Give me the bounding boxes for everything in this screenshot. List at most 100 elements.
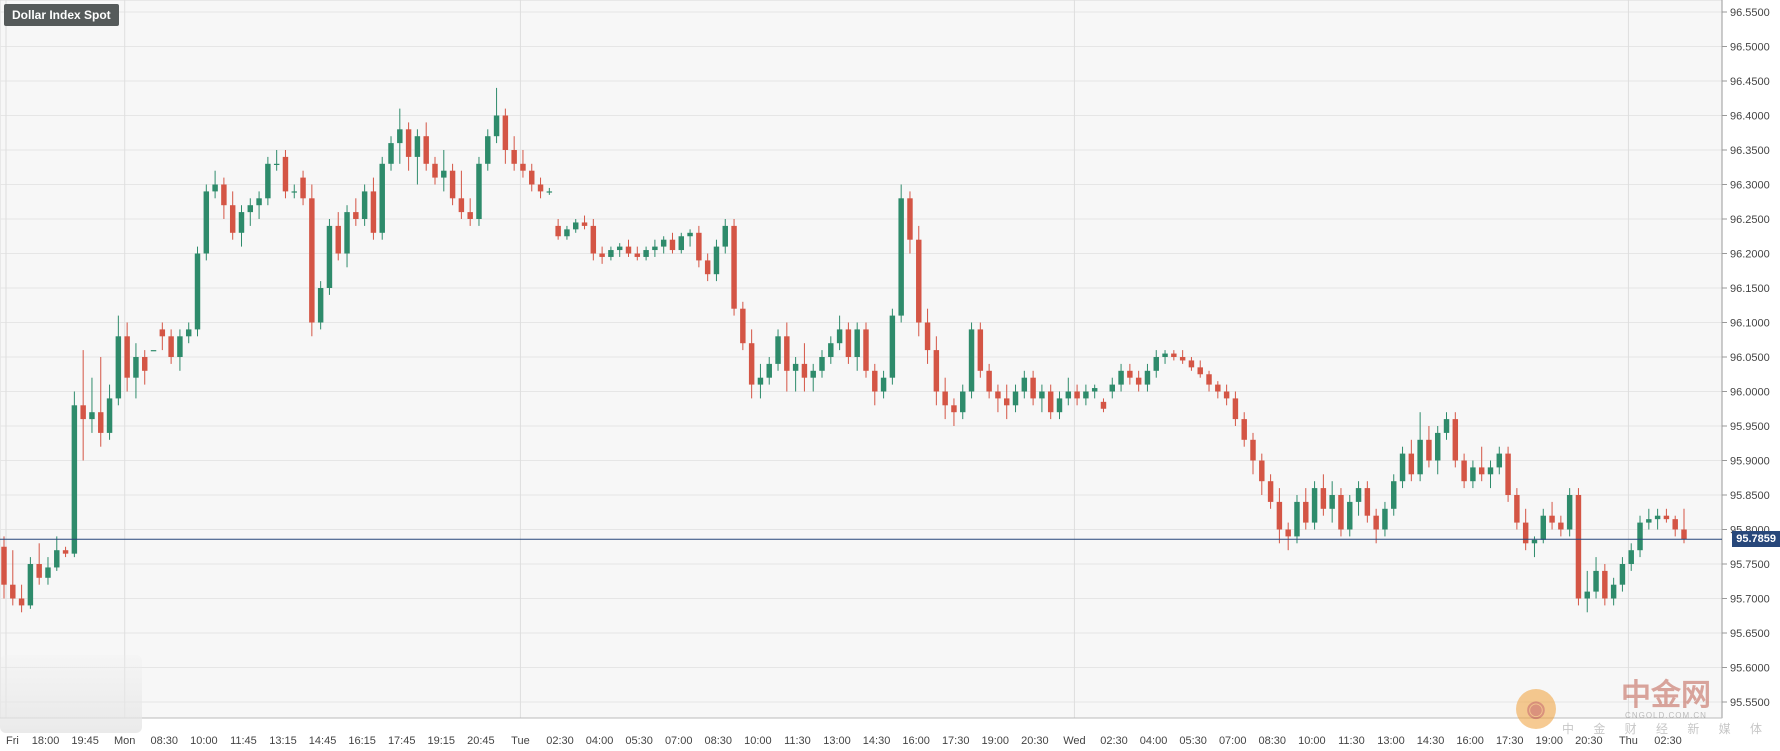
candle-body (960, 391, 966, 413)
candle (247, 198, 254, 226)
candle-body (1443, 419, 1450, 433)
candle (766, 357, 772, 385)
candle (221, 177, 227, 219)
x-tick-label: 02:30 (546, 735, 574, 747)
candle-body (740, 308, 746, 344)
candle-body (203, 191, 210, 254)
candle-body (986, 370, 992, 392)
candle (907, 191, 913, 254)
candle (458, 170, 465, 219)
candle (713, 239, 720, 282)
candle (1144, 363, 1151, 392)
candle-body (828, 343, 834, 357)
candle-body (1593, 570, 1599, 592)
candle (616, 243, 623, 257)
candle (1593, 557, 1599, 599)
y-tick-label: 95.7500 (1730, 559, 1770, 571)
candle (238, 205, 245, 247)
candle (1470, 460, 1476, 489)
candle (669, 232, 676, 254)
candle (335, 212, 341, 261)
x-tick-label: 14:45 (309, 735, 337, 747)
candle (36, 543, 42, 585)
candle (581, 215, 588, 230)
candle-body (590, 225, 597, 254)
candle-body (1399, 453, 1406, 482)
candle (1426, 426, 1432, 468)
candle (1109, 377, 1115, 399)
candle-body (291, 191, 297, 193)
candle (229, 191, 236, 240)
candle (828, 336, 834, 364)
candle-body (1303, 501, 1309, 523)
chart-title: Dollar Index Spot (4, 4, 119, 26)
candle (1030, 370, 1036, 406)
candle-body (546, 191, 553, 193)
x-tick-label: Thu (1619, 735, 1638, 747)
candle-body (212, 184, 218, 192)
candle (194, 246, 201, 337)
candle-body (951, 405, 957, 413)
candle (1285, 522, 1291, 551)
plot-area[interactable] (0, 0, 1723, 719)
candle-body (1003, 398, 1010, 406)
candle-body (889, 315, 896, 378)
candle (1091, 384, 1098, 399)
x-tick-label: 17:45 (388, 735, 416, 747)
candle-body (748, 343, 755, 385)
candle-body (300, 177, 306, 199)
candle (696, 225, 702, 268)
candle (485, 129, 491, 171)
candle-body (1223, 391, 1230, 399)
candle-body (1039, 391, 1045, 399)
candle (1135, 370, 1142, 392)
candle (168, 329, 174, 364)
candle-body (687, 232, 693, 237)
candle (150, 350, 157, 352)
x-tick-label: 19:00 (982, 735, 1010, 747)
candle (819, 350, 825, 378)
candle-body (1531, 539, 1538, 544)
candle (273, 150, 280, 171)
candle-body (1056, 398, 1063, 413)
candle-body (1127, 370, 1133, 378)
candle-body (1047, 391, 1054, 413)
candle (1215, 381, 1221, 399)
candle-body (80, 405, 86, 420)
candle-body (1461, 460, 1467, 482)
candle (1223, 384, 1230, 406)
candle (854, 322, 860, 371)
candle (98, 357, 104, 447)
x-tick-label: 10:00 (744, 735, 772, 747)
candle-body (1276, 501, 1283, 530)
candle-body (1646, 519, 1652, 523)
current-price-tag: 95.7859 (1732, 531, 1780, 548)
candle (432, 156, 438, 185)
candle-body (45, 567, 51, 578)
candle (573, 219, 579, 233)
candle (1408, 439, 1415, 482)
candle (1153, 350, 1159, 378)
candle (89, 377, 95, 433)
candle (1584, 570, 1590, 613)
candle (388, 136, 394, 171)
candle (159, 322, 166, 351)
candle-body (810, 370, 816, 378)
candle (1329, 481, 1335, 523)
candle-body (537, 184, 544, 192)
candle-body (1364, 488, 1371, 516)
candle (1663, 508, 1670, 523)
candle (1382, 501, 1388, 537)
candle-body (1514, 495, 1520, 523)
x-tick-label: 20:30 (1021, 735, 1049, 747)
candle-body (678, 236, 685, 251)
candle-body (370, 191, 377, 233)
x-tick-label: 08:30 (151, 735, 179, 747)
candle (502, 108, 509, 164)
x-tick-label: Wed (1063, 735, 1085, 747)
candle (784, 322, 790, 392)
candle-body (704, 260, 711, 275)
y-tick-label: 96.1500 (1730, 283, 1770, 295)
